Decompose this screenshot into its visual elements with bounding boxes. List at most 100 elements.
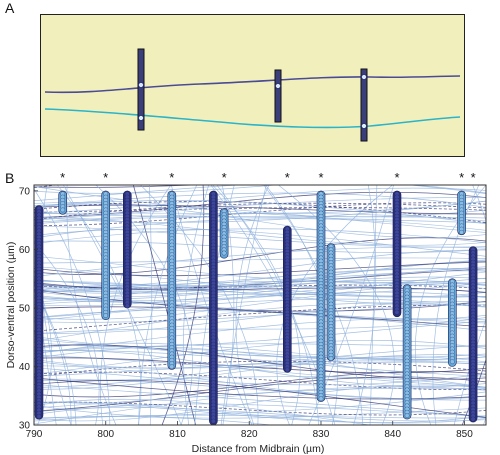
crossing-marker: [137, 81, 145, 89]
star-marker: *: [103, 170, 108, 185]
plot-frame: [33, 184, 487, 426]
track-line: [34, 270, 486, 289]
track-line: [34, 275, 52, 425]
track-line: [139, 185, 259, 425]
lower-trace: [44, 108, 461, 129]
track-line: [34, 320, 486, 347]
star-marker: *: [459, 170, 464, 185]
track-line: [34, 367, 486, 386]
schematic-bar-1: [137, 48, 145, 131]
track-line: [34, 218, 486, 239]
crossing-marker: [274, 82, 282, 90]
track-line: [34, 240, 486, 253]
x-tick-label: 850: [456, 429, 473, 440]
column-point: [404, 413, 410, 418]
x-axis-label: Distance from Midbrain (µm): [192, 443, 325, 455]
track-line: [34, 376, 486, 412]
panel-b-label: B: [5, 170, 15, 186]
x-tick-label: 810: [169, 429, 186, 440]
track-line: [34, 317, 486, 335]
track-line: [34, 200, 486, 215]
crossing-marker: [137, 114, 145, 122]
crossing-marker: [360, 122, 368, 130]
track-line: [182, 185, 210, 425]
track-line: [34, 282, 486, 320]
track-line: [34, 188, 111, 425]
column-point: [318, 396, 324, 402]
track-lines: [34, 185, 486, 425]
track-line: [34, 386, 486, 425]
track-line: [34, 339, 486, 359]
track-line: [138, 185, 198, 425]
column-point: [124, 303, 130, 309]
track-line: [34, 398, 372, 425]
track-line: [34, 301, 486, 334]
track-line: [34, 185, 204, 188]
track-line: [34, 255, 486, 284]
track-line: [34, 216, 486, 246]
column-point: [221, 250, 227, 256]
track-line: [34, 257, 486, 264]
panel-a-background: [40, 14, 465, 157]
track-line: [34, 344, 486, 369]
track-line: [34, 202, 486, 226]
track-line: [34, 371, 486, 398]
track-line: [34, 291, 486, 302]
track-line: [34, 203, 486, 233]
track-line: [34, 378, 486, 401]
x-tick-label: 840: [384, 429, 401, 440]
track-line: [34, 249, 486, 287]
track-line: [34, 298, 486, 322]
column-point: [449, 359, 455, 365]
track-line: [220, 185, 267, 425]
y-axis-ticks: 30 40 50 60 70: [19, 186, 38, 432]
track-line: [34, 387, 486, 409]
track-line: [34, 216, 486, 225]
track-line: [34, 309, 486, 324]
track-line: [34, 282, 486, 293]
track-line: [34, 379, 486, 418]
x-axis-ticks: 790 800 810 820 830 840 850: [26, 421, 473, 440]
track-line: [34, 347, 486, 361]
track-line: [34, 344, 486, 380]
track-line: [34, 301, 486, 323]
track-line: [472, 185, 486, 425]
track-line: [34, 241, 100, 425]
y-tick-label: 40: [19, 362, 31, 373]
track-line: [34, 350, 486, 388]
track-line: [34, 202, 486, 221]
star-marker: *: [471, 170, 476, 185]
y-axis-label: Dorso-ventral position (µm): [5, 242, 17, 369]
track-line: [34, 357, 486, 374]
column-point: [211, 418, 216, 424]
track-line: [34, 359, 486, 369]
track-line: [34, 197, 486, 221]
track-line: [34, 415, 276, 425]
schematic-bar-2: [274, 69, 282, 123]
track-line: [34, 383, 486, 418]
star-marker: *: [169, 170, 174, 185]
column-point: [103, 313, 109, 318]
track-line: [34, 278, 486, 297]
track-line: [170, 185, 253, 425]
track-line: [34, 276, 486, 300]
track-line: [34, 371, 486, 390]
track-line: [34, 266, 486, 298]
track-line: [34, 200, 486, 223]
column-point: [394, 309, 400, 315]
track-line: [34, 377, 486, 400]
track-line: [34, 289, 486, 312]
schematic-bar-3: [360, 68, 368, 142]
track-line: [34, 212, 486, 219]
upper-trace: [44, 75, 461, 94]
x-tick-label: 800: [97, 429, 114, 440]
track-line: [34, 306, 486, 328]
y-tick-label: 50: [19, 303, 31, 314]
x-tick-label: 790: [26, 429, 43, 440]
track-line: [34, 384, 486, 422]
column-point: [36, 414, 42, 419]
star-marker: *: [318, 170, 323, 185]
track-line: [34, 207, 486, 213]
track-line: [34, 225, 486, 248]
track-line: [34, 228, 486, 245]
